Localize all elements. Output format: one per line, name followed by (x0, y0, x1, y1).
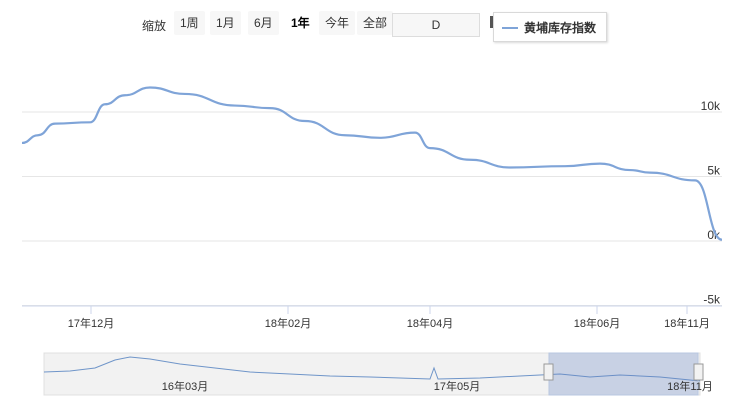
zoom-label: 缩放 (142, 19, 167, 33)
zoom-this-year-button[interactable]: 今年 (319, 11, 356, 35)
x-axis-ticks: 17年12月 18年02月 18年04月 18年06月 18年11月 (68, 306, 710, 330)
navigator-label: 17年05月 (434, 379, 480, 393)
legend-series-swatch (502, 27, 518, 29)
y-tick-label: 10k (701, 99, 721, 113)
navigator-label: 16年03月 (162, 379, 208, 393)
navigator-left-handle[interactable] (543, 363, 554, 381)
navigator-label: 18年11月 (667, 379, 713, 393)
zoom-1-month-button[interactable]: 1月 (210, 11, 241, 35)
legend-series-label: 黄埔库存指数 (524, 21, 597, 35)
navigator[interactable]: 16年03月 17年05月 18年11月 (43, 352, 713, 396)
navigator-selected-range[interactable] (548, 352, 699, 396)
y-tick-label: -5k (703, 293, 721, 307)
x-tick-label: 17年12月 (68, 316, 114, 330)
x-tick-label: 18年02月 (265, 316, 311, 330)
range-selector: 缩放 1周 1月 6月 1年 今年 全部 D (0, 8, 750, 38)
zoom-6-month-button[interactable]: 6月 (248, 11, 279, 35)
legend-edge-mark (490, 16, 493, 28)
zoom-1-week-button[interactable]: 1周 (174, 11, 205, 35)
navigator-right-handle[interactable] (693, 363, 704, 381)
x-tick-label: 18年04月 (407, 316, 453, 330)
legend[interactable]: 黄埔库存指数 (493, 12, 607, 42)
x-tick-label: 18年11月 (664, 316, 710, 330)
x-tick-label: 18年06月 (574, 316, 620, 330)
y-tick-label: 5k (707, 164, 721, 178)
series-line-huangpu-inventory-index (21, 86, 723, 241)
navigator-series-line (43, 356, 701, 382)
y-grid-lines (22, 111, 722, 306)
zoom-1-year-button[interactable]: 1年 (285, 11, 316, 35)
zoom-all-button[interactable]: 全部 (357, 11, 394, 35)
date-range-input[interactable]: D (392, 13, 480, 37)
